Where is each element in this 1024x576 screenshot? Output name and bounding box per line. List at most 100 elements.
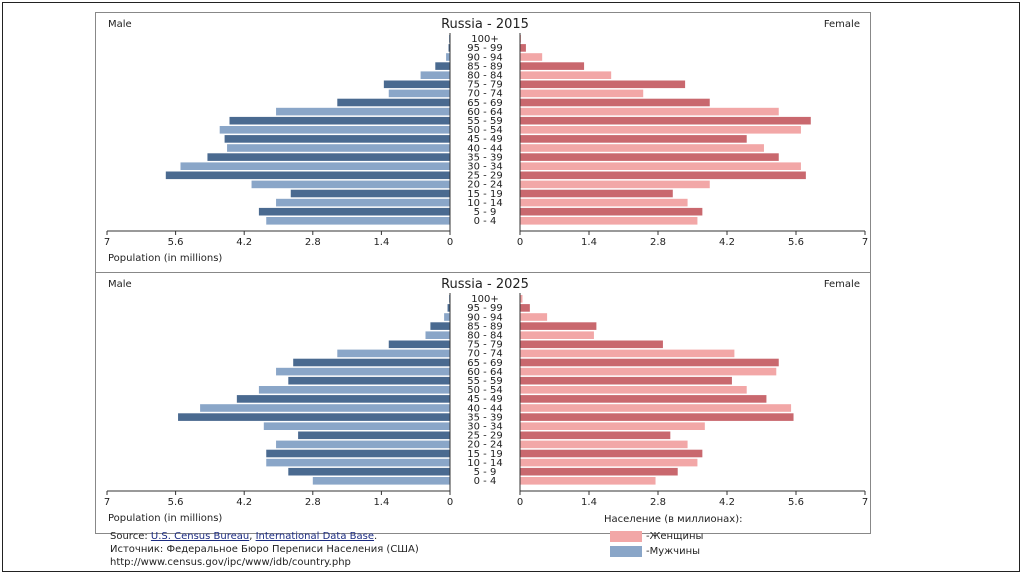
male-bar (293, 358, 450, 367)
female-bar (520, 89, 644, 98)
age-group-label: 85 - 89 (467, 321, 502, 332)
female-bar (520, 467, 678, 476)
pyramid-chart-2025: Male Female Russia - 2025 100+ 95 - 99 90 - 9… (95, 272, 871, 534)
x-tick-label-male: 1.4 (373, 497, 389, 508)
age-group-label: 90 - 94 (467, 52, 502, 63)
male-bar (420, 71, 450, 79)
label-male: Male (108, 279, 132, 290)
age-group-label: 95 - 99 (467, 303, 502, 314)
age-group-label: 20 - 24 (467, 440, 502, 451)
male-bar (312, 477, 450, 485)
source-sep: , (249, 531, 256, 542)
female-bar (520, 367, 777, 376)
age-group-label: 100+ (471, 34, 498, 45)
male-bar (383, 80, 450, 89)
x-tick-label-male: 4.2 (236, 497, 252, 508)
male-bar (435, 62, 450, 70)
x-tick-label-female: 7 (862, 497, 868, 508)
age-group-label: 50 - 54 (467, 125, 502, 136)
age-group-label: 30 - 34 (467, 162, 502, 173)
male-bar (266, 458, 450, 467)
age-group-label: 40 - 44 (467, 403, 502, 414)
x-tick-label-female: 0 (517, 497, 523, 508)
female-bar (520, 62, 585, 70)
female-bar (520, 376, 732, 385)
chart-title: Russia - 2015 (441, 17, 529, 32)
age-group-label: 65 - 69 (467, 358, 502, 369)
female-bar (520, 71, 612, 79)
male-bar (229, 116, 450, 125)
source-link-census[interactable]: U.S. Census Bureau (150, 531, 250, 542)
age-group-label: 5 - 9 (474, 207, 497, 218)
male-bar (263, 422, 450, 430)
age-group-label: 40 - 44 (467, 143, 502, 154)
female-bar (520, 207, 703, 216)
legend-label-female: -Женщины (646, 531, 704, 542)
age-group-label: 0 - 4 (474, 476, 497, 487)
female-bar (520, 413, 794, 421)
x-tick-label-female: 4.2 (719, 497, 735, 508)
x-tick-label-female: 4.2 (719, 237, 735, 248)
male-bar (298, 431, 450, 440)
x-tick-label-female: 2.8 (650, 497, 666, 508)
female-bar (520, 386, 747, 394)
x-tick-label-female: 1.4 (581, 237, 597, 248)
legend-item-female: -Женщины (610, 531, 703, 542)
female-bar (520, 144, 764, 152)
male-bar (444, 313, 450, 321)
age-group-label: 50 - 54 (467, 385, 502, 396)
age-group-label: 45 - 49 (467, 134, 502, 145)
x-axis-title: Population (in millions) (108, 253, 222, 264)
x-tick-label-male: 5.6 (168, 237, 184, 248)
source-link-idb[interactable]: International Data Base (255, 531, 375, 542)
age-group-label: 70 - 74 (467, 349, 502, 360)
age-group-label: 35 - 39 (467, 152, 502, 163)
age-group-label: 90 - 94 (467, 312, 502, 323)
male-bar (430, 322, 450, 330)
x-tick-label-male: 2.8 (305, 237, 321, 248)
x-tick-label-male: 2.8 (305, 497, 321, 508)
x-axis-title: Population (in millions) (108, 513, 222, 524)
female-bar (520, 44, 526, 52)
male-bar (388, 89, 450, 98)
label-male: Male (108, 19, 132, 30)
female-bar (520, 477, 656, 485)
x-tick-label-male: 7 (104, 497, 110, 508)
male-bar (227, 144, 450, 152)
female-bar (520, 153, 779, 161)
x-tick-label-male: 5.6 (168, 497, 184, 508)
pyramid-chart-2015: Male Female Russia - 2015 100+ 95 - 99 90 - 9… (95, 12, 871, 274)
source-line-1: Source: U.S. Census Bureau, Internationa… (110, 531, 377, 542)
source-url: http://www.census.gov/ipc/www/idb/countr… (110, 557, 351, 568)
age-group-label: 60 - 64 (467, 367, 502, 378)
female-bar (520, 322, 597, 330)
source-suffix: . (374, 531, 378, 542)
female-bar (520, 171, 806, 180)
female-bar (520, 313, 548, 321)
male-bar (251, 180, 450, 189)
male-bar (219, 126, 450, 134)
source-prefix: Source: (110, 531, 151, 542)
male-bar (288, 467, 450, 476)
female-bar (520, 116, 811, 125)
x-tick-label-female: 7 (862, 237, 868, 248)
age-group-label: 35 - 39 (467, 412, 502, 423)
male-bar (266, 217, 450, 225)
male-bar (258, 386, 450, 394)
age-group-label: 70 - 74 (467, 89, 502, 100)
age-group-label: 0 - 4 (474, 216, 497, 227)
female-bar (520, 449, 703, 458)
label-female: Female (824, 279, 860, 290)
legend-swatch-male (610, 546, 642, 557)
female-bar (520, 358, 779, 367)
age-group-label: 20 - 24 (467, 180, 502, 191)
legend-swatch-female (610, 531, 642, 542)
age-group-label: 55 - 59 (467, 376, 502, 387)
age-group-label: 65 - 69 (467, 98, 502, 109)
female-bar (520, 440, 688, 449)
age-group-label: 75 - 79 (467, 340, 502, 351)
female-bar (520, 80, 686, 89)
legend-label-male: -Мужчины (646, 546, 701, 557)
